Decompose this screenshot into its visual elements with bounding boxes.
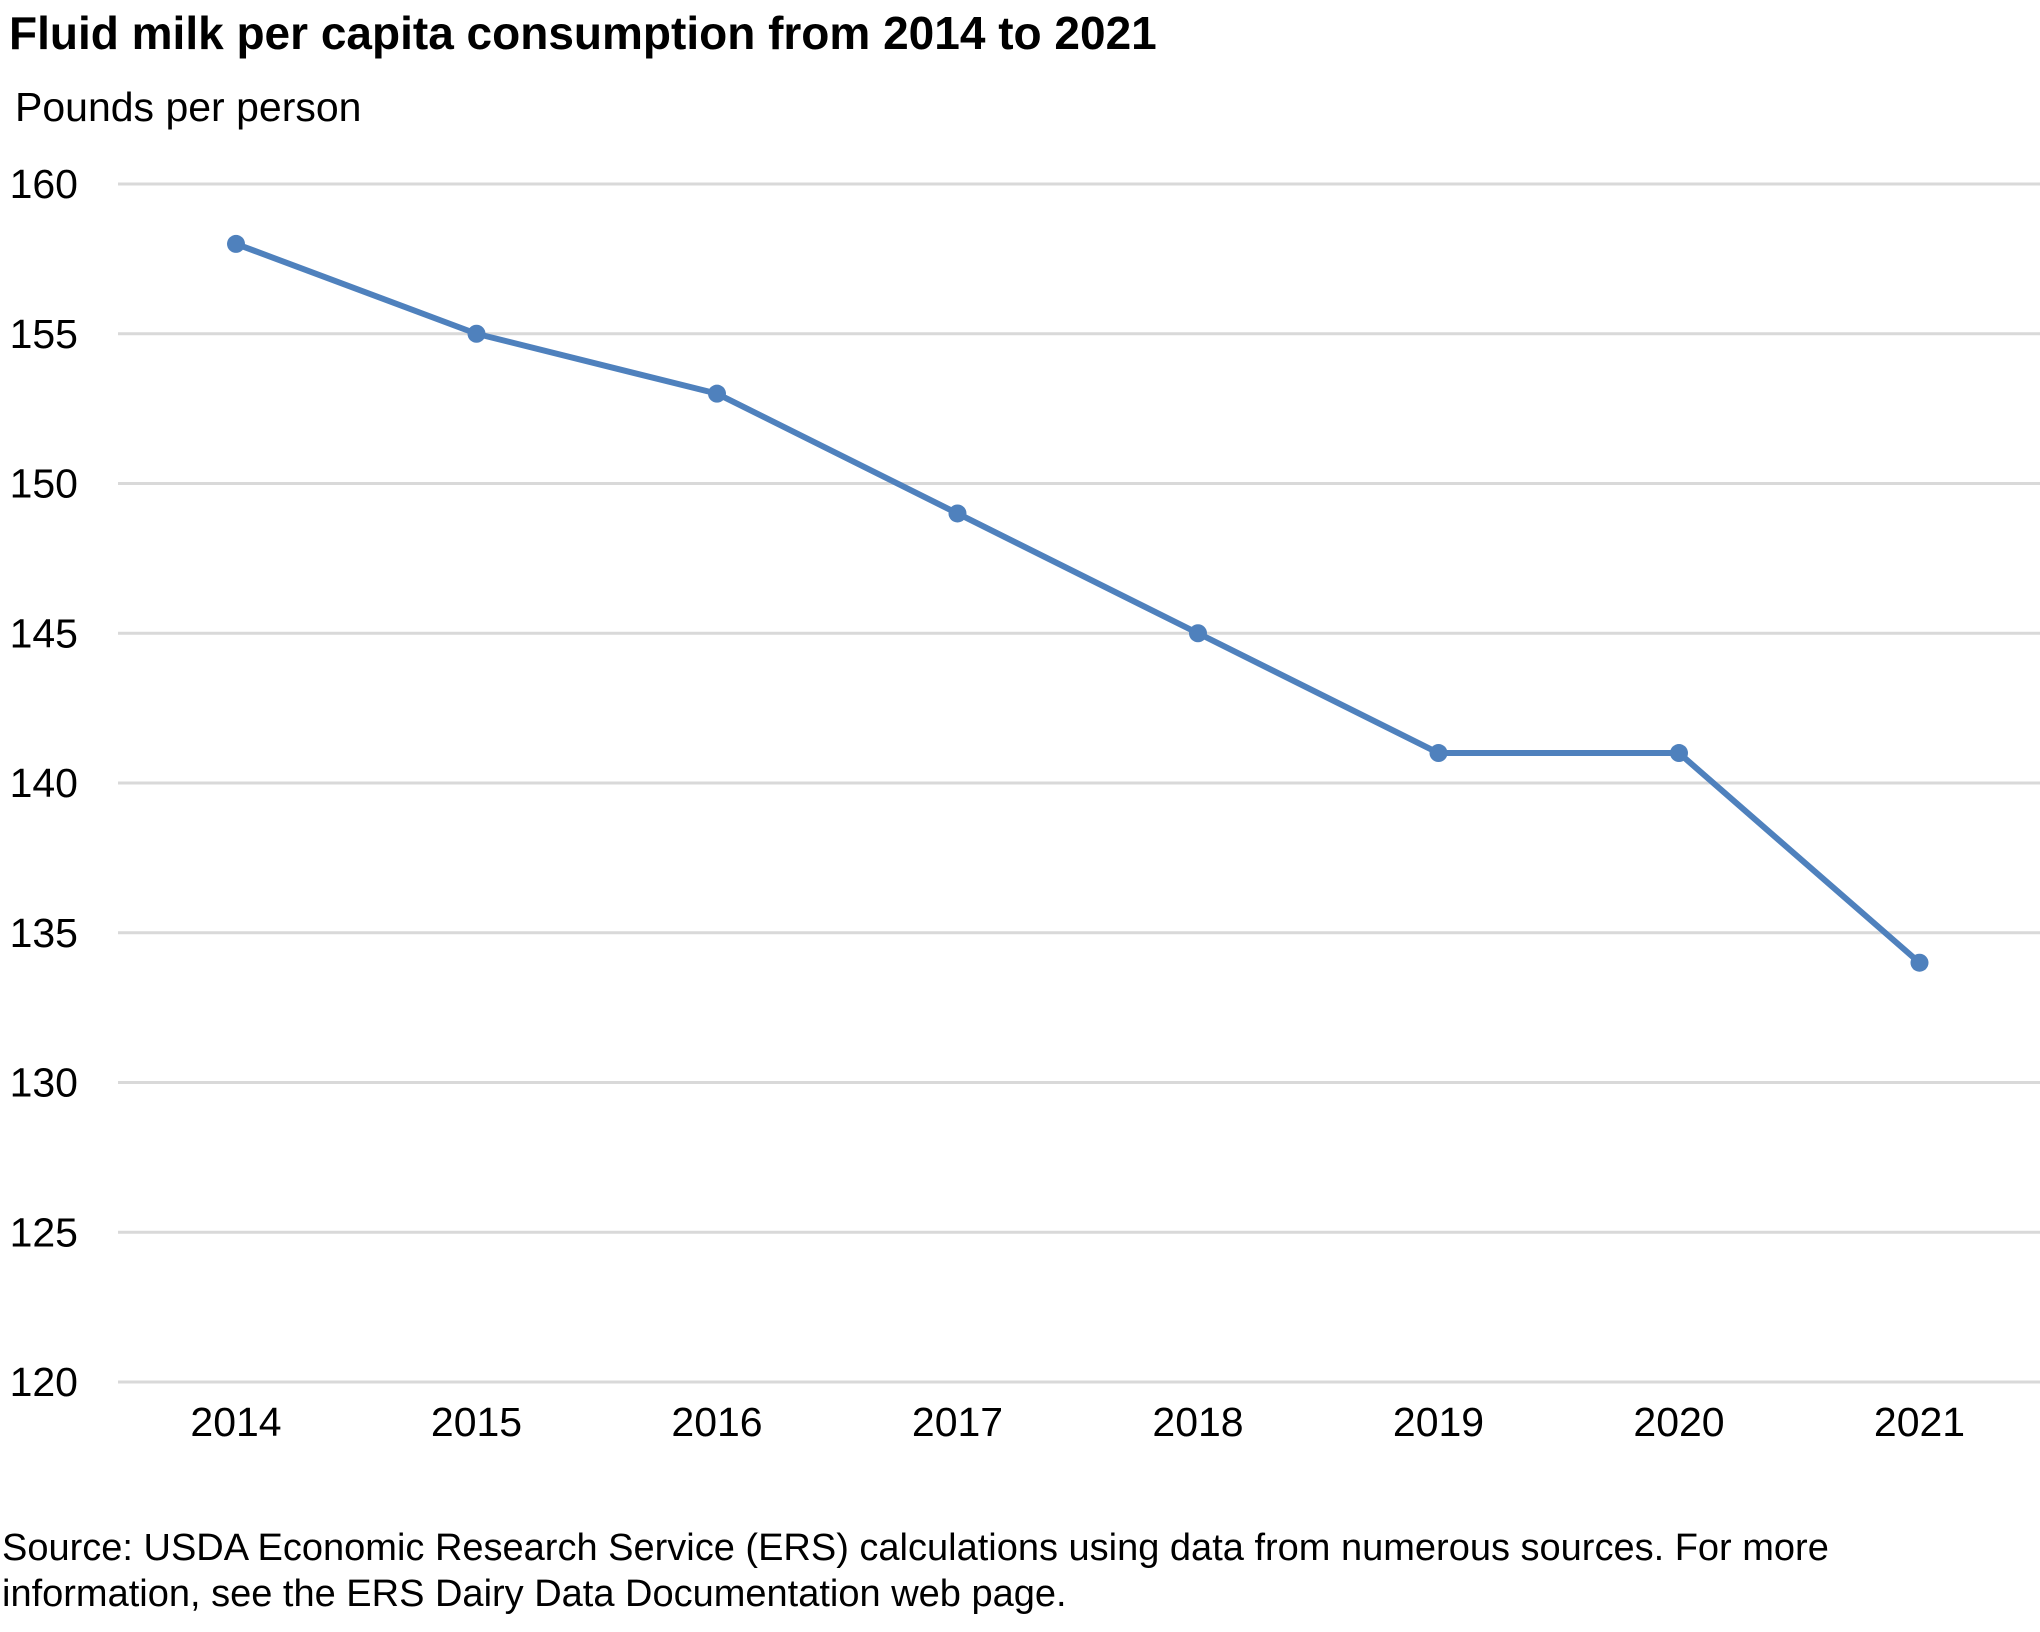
y-tick-label: 145 bbox=[10, 610, 78, 656]
y-axis-unit-label: Pounds per person bbox=[15, 84, 362, 130]
x-tick-label: 2015 bbox=[431, 1399, 522, 1445]
x-axis-ticks: 2014 2015 2016 2017 2018 2019 2020 2021 bbox=[190, 1399, 1965, 1445]
y-tick-label: 120 bbox=[10, 1359, 78, 1405]
gridlines bbox=[118, 182, 2040, 1384]
data-point-2014 bbox=[227, 234, 245, 253]
data-point-2021 bbox=[1910, 953, 1929, 972]
y-tick-label: 130 bbox=[10, 1060, 78, 1106]
x-tick-label: 2018 bbox=[1152, 1399, 1243, 1445]
x-tick-label: 2016 bbox=[671, 1399, 762, 1445]
y-tick-label: 135 bbox=[10, 910, 78, 956]
x-tick-label: 2019 bbox=[1393, 1399, 1484, 1445]
y-axis-ticks: 120 125 130 135 140 145 150 155 160 bbox=[10, 161, 78, 1405]
line-chart: 120 125 130 135 140 145 150 155 160 2014 2015 2016… bbox=[10, 161, 2040, 1445]
x-tick-label: 2017 bbox=[912, 1399, 1003, 1445]
data-point-2018 bbox=[1189, 624, 1207, 643]
source-note: Source: USDA Economic Research Service (… bbox=[2, 1527, 1829, 1615]
x-tick-label: 2021 bbox=[1874, 1399, 1965, 1445]
data-point-2016 bbox=[708, 384, 726, 403]
series-line bbox=[233, 240, 1923, 966]
y-tick-label: 155 bbox=[10, 311, 78, 357]
data-point-2019 bbox=[1429, 744, 1448, 763]
y-tick-label: 150 bbox=[10, 461, 78, 507]
y-tick-label: 160 bbox=[10, 161, 78, 207]
x-tick-label: 2020 bbox=[1633, 1399, 1724, 1445]
data-point-2017 bbox=[948, 504, 967, 523]
y-tick-label: 125 bbox=[10, 1209, 78, 1255]
y-tick-label: 140 bbox=[10, 760, 78, 806]
data-point-2015 bbox=[467, 324, 486, 343]
series-layer bbox=[227, 234, 1929, 972]
x-tick-label: 2014 bbox=[190, 1399, 281, 1445]
data-point-2020 bbox=[1670, 744, 1688, 763]
chart-title: Fluid milk per capita consumption from 2… bbox=[9, 7, 1157, 59]
